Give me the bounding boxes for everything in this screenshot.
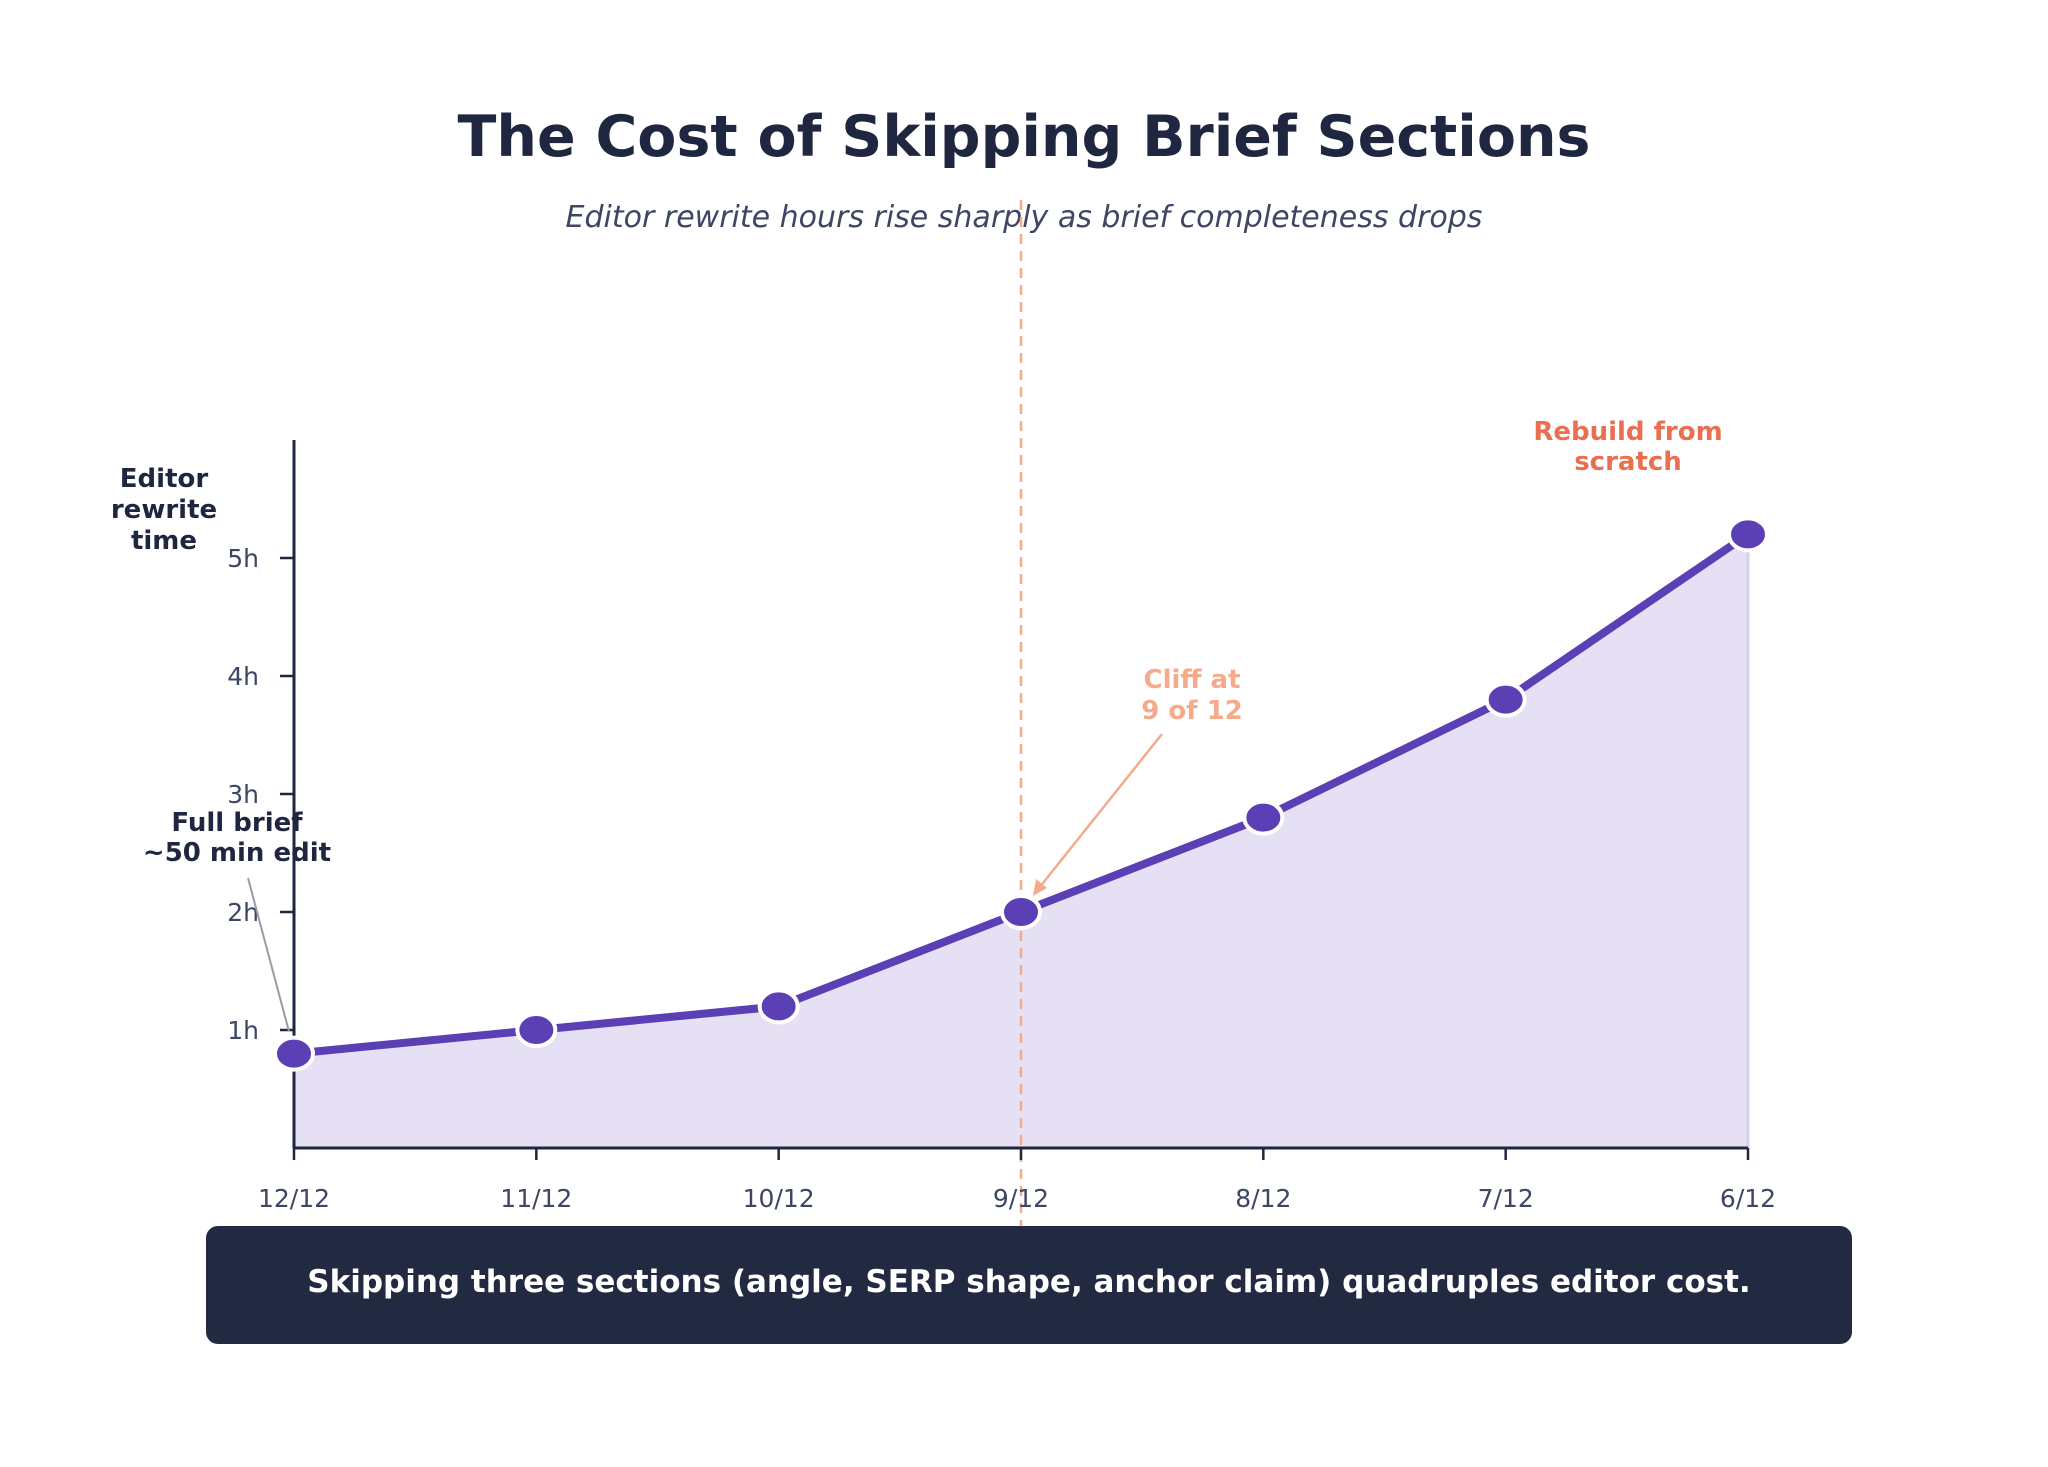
data-point [1000,894,1042,930]
data-point [1727,516,1769,553]
annotation-full-brief: ~50 min edit [143,838,331,868]
x-tick-label: 12/12 [258,1184,330,1213]
x-tick-label: 7/12 [1478,1184,1534,1213]
chart-subtitle: Editor rewrite hours rise sharply as bri… [565,200,1483,235]
insight-callout: Skipping three sections (angle, SERP sha… [206,1226,1852,1344]
annotation-rebuild: Rebuild from [1533,417,1722,447]
y-tick-label: 1h [227,1016,259,1045]
annotation-full-brief: Full brief [171,808,303,838]
y-axis-label: Editor [120,464,209,494]
data-point [757,988,800,1025]
chart-title: The Cost of Skipping Brief Sections [457,104,1591,170]
callout-text: Skipping three sections (angle, SERP sha… [307,1264,1751,1300]
x-tick-label: 11/12 [500,1184,572,1213]
x-tick-label: 9/12 [993,1184,1049,1213]
annotation-cliff: 9 of 12 [1141,696,1243,726]
y-tick-label: 5h [227,544,259,573]
annotation-cliff: Cliff at [1144,665,1241,695]
y-tick-label: 4h [227,662,259,691]
annotation-rebuild: scratch [1574,447,1682,477]
y-axis-label: time [131,526,197,556]
annotation-full-brief-pointer [247,877,290,1032]
y-tick-label: 3h [227,780,259,809]
data-point [1484,681,1527,718]
annotation-cliff-arrowhead [1033,879,1047,896]
annotation-cliff-arrow [1038,733,1163,889]
data-point [515,1012,558,1048]
data-point [273,1035,315,1072]
area-fill [294,534,1748,1148]
data-point [1242,799,1285,836]
x-tick-label: 8/12 [1235,1184,1291,1213]
x-tick-label: 10/12 [743,1184,815,1213]
x-tick-label: 6/12 [1720,1184,1776,1213]
y-axis-label: rewrite [111,495,217,525]
